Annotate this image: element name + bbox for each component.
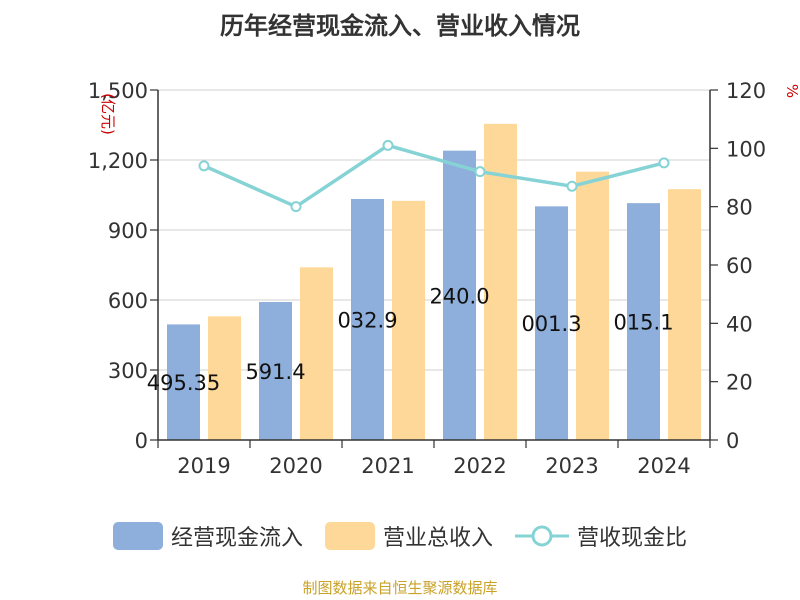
legend: 经营现金流入 营业总收入 营收现金比 xyxy=(0,516,800,556)
y2-tick-label: 0 xyxy=(726,429,739,453)
bar-value-label: 015.1 xyxy=(613,311,673,335)
y-axis-label: (亿元) xyxy=(99,93,117,135)
bar-cash-inflow[interactable] xyxy=(259,302,292,440)
bar-cash-inflow[interactable] xyxy=(351,198,384,440)
y-tick-label: 300 xyxy=(108,359,148,383)
y-tick-label: 900 xyxy=(108,219,148,243)
ratio-point[interactable] xyxy=(382,139,394,151)
bar-revenue[interactable] xyxy=(208,316,241,440)
ratio-line xyxy=(198,139,670,213)
bar-revenue[interactable] xyxy=(392,200,425,440)
y2-axis-label: % xyxy=(783,84,800,98)
y-tick-label: 1,200 xyxy=(88,149,148,173)
bar-revenue[interactable] xyxy=(576,171,609,440)
x-tick-label: 2020 xyxy=(269,454,322,478)
y-tick-label: 0 xyxy=(135,429,148,453)
bar-revenue[interactable] xyxy=(484,123,517,440)
legend-swatch-cash-inflow xyxy=(112,522,163,550)
bar-revenue[interactable] xyxy=(668,189,701,440)
bar-revenue[interactable] xyxy=(300,267,333,440)
source-note: 制图数据来自恒生聚源数据库 xyxy=(302,579,498,597)
bar-cash-inflow[interactable] xyxy=(627,203,660,440)
ratio-point[interactable] xyxy=(290,201,302,213)
y2-tick-label: 80 xyxy=(726,196,753,220)
y2-tick-label: 40 xyxy=(726,312,753,336)
legend-label-ratio: 营收现金比 xyxy=(577,526,688,551)
legend-item-cash-inflow[interactable]: 经营现金流入 xyxy=(112,520,303,552)
x-tick-label: 2021 xyxy=(361,454,414,478)
bars xyxy=(167,123,701,440)
legend-label-revenue: 营业总收入 xyxy=(382,526,493,551)
ratio-point[interactable] xyxy=(474,166,486,178)
legend-swatch-revenue xyxy=(324,522,375,550)
bar-cash-inflow[interactable] xyxy=(167,324,200,440)
ratio-point[interactable] xyxy=(198,160,210,172)
bar-value-label: 032.9 xyxy=(337,308,397,332)
axes: 0 300 600 900 1,200 1,500 0 20 40 60 80 100 120 2019 2… xyxy=(88,79,800,478)
chart-title: 历年经营现金流入、营业收入情况 xyxy=(220,12,580,40)
ratio-point[interactable] xyxy=(658,157,670,169)
bar-value-label: 495.35 xyxy=(147,371,220,395)
legend-label-cash-inflow: 经营现金流入 xyxy=(170,526,303,551)
y2-tick-label: 100 xyxy=(726,137,766,161)
x-tick-label: 2019 xyxy=(177,454,230,478)
legend-line-marker-icon xyxy=(515,525,569,547)
x-tick-label: 2024 xyxy=(637,454,690,478)
y2-tick-label: 20 xyxy=(726,371,753,395)
bar-cash-inflow[interactable] xyxy=(443,150,476,440)
x-tick-label: 2022 xyxy=(453,454,506,478)
data-labels: 495.35 591.4 032.9 240.0 001.3 015.1 xyxy=(147,284,674,395)
legend-item-ratio[interactable]: 营收现金比 xyxy=(515,520,687,552)
ratio-point[interactable] xyxy=(566,180,578,192)
ratio-line-path xyxy=(203,143,665,209)
y2-tick-label: 60 xyxy=(726,254,753,278)
bar-cash-inflow[interactable] xyxy=(535,206,568,440)
bar-value-label: 591.4 xyxy=(245,360,305,384)
y-tick-label: 1,500 xyxy=(88,79,148,103)
x-tick-label: 2023 xyxy=(545,454,598,478)
legend-item-revenue[interactable]: 营业总收入 xyxy=(324,520,493,552)
bar-value-label: 240.0 xyxy=(429,284,489,308)
bar-value-label: 001.3 xyxy=(521,312,581,336)
y-tick-label: 600 xyxy=(108,289,148,313)
y2-tick-label: 120 xyxy=(726,79,766,103)
